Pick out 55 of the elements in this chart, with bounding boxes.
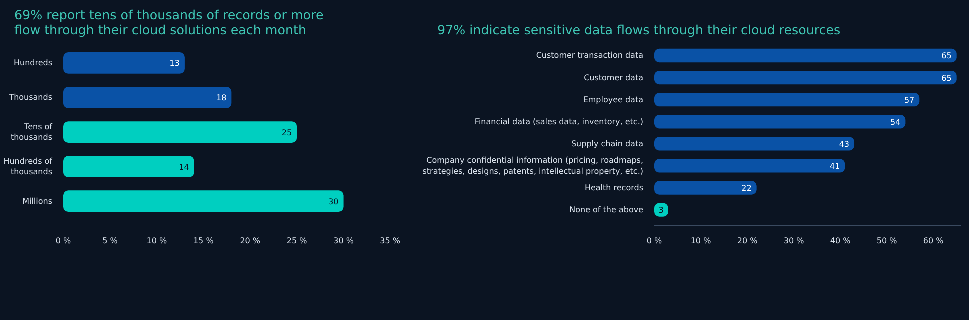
bar	[654, 181, 757, 195]
x-tick-label: 20 %	[737, 236, 758, 246]
y-tick-label: Tens of thousands	[10, 122, 53, 142]
x-tick-label: 25 %	[286, 236, 308, 246]
x-tick-label: 0 %	[646, 236, 663, 246]
y-tick-label: Supply chain data	[571, 139, 644, 148]
data-label: 3	[658, 206, 664, 216]
x-tick-label: 30 %	[334, 236, 354, 246]
y-tick-label: Hundreds	[14, 58, 52, 68]
data-label: 13	[170, 59, 180, 68]
data-label: 25	[282, 128, 292, 138]
bar	[654, 137, 855, 151]
x-tick-label: 10 %	[690, 236, 712, 246]
data-label: 57	[904, 96, 915, 105]
y-tick-label: Company confidential information (pricing, roadmaps, strategies, designs, patents, intellectual property, etc.)	[422, 156, 644, 176]
bar	[654, 92, 920, 107]
data-label: 18	[216, 94, 227, 103]
x-tick-label: 60 %	[923, 236, 944, 246]
data-label: 41	[830, 162, 840, 171]
bar	[64, 156, 194, 178]
bar	[654, 115, 906, 129]
data-label: 14	[179, 162, 190, 172]
chart-title: 69% report tens of thousands of records or more flow through their cloud solutions each month	[14, 8, 324, 38]
data-label: 65	[942, 74, 952, 83]
x-tick-label: 30 %	[784, 236, 805, 246]
x-tick-label: 35 %	[380, 236, 401, 246]
x-tick-label: 5 %	[102, 236, 118, 246]
y-tick-label: Employee data	[583, 95, 644, 104]
x-tick-label: 0 %	[56, 236, 72, 246]
x-tick-label: 40 %	[830, 236, 852, 246]
bar	[64, 87, 232, 108]
data-label: 43	[839, 140, 850, 149]
bar	[64, 52, 185, 74]
y-tick-label: None of the above	[570, 206, 644, 215]
bar	[654, 48, 957, 63]
y-tick-label: Health records	[584, 184, 644, 193]
y-tick-label: Customer data	[584, 73, 644, 82]
x-tick-label: 50 %	[876, 236, 898, 246]
y-tick-label: Customer transaction data	[536, 51, 644, 60]
y-tick-label: Millions	[22, 196, 53, 206]
chart-title: 97% indicate sensitive data flows through their cloud resources	[438, 22, 841, 38]
data-label: 30	[328, 197, 339, 206]
data-label: 54	[890, 118, 901, 127]
x-tick-label: 10 %	[146, 236, 168, 246]
bar	[654, 70, 957, 85]
x-tick-label: 15 %	[193, 236, 214, 246]
data-label: 22	[742, 184, 752, 194]
y-tick-label: Financial data (sales data, inventory, etc.)	[474, 117, 644, 126]
y-tick-label: Thousands	[8, 93, 53, 102]
bar	[64, 190, 344, 212]
y-tick-label: Hundreds of thousands	[4, 156, 53, 177]
data-label: 65	[942, 52, 952, 61]
bar	[64, 122, 298, 143]
bar	[654, 159, 846, 173]
x-tick-label: 20 %	[240, 236, 261, 246]
